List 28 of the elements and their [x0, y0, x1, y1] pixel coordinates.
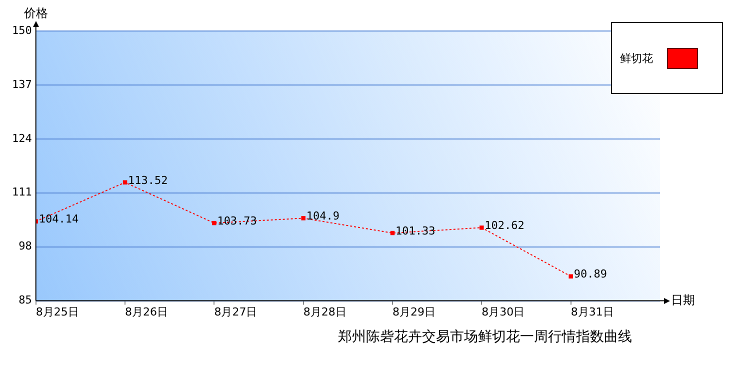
data-label: 90.89 — [574, 268, 607, 281]
y-tick-label: 137 — [12, 78, 32, 91]
legend-label: 鲜切花 — [620, 50, 653, 66]
y-tick-label: 98 — [18, 240, 32, 253]
data-label: 104.14 — [38, 212, 79, 226]
text: 郑州陈砦花卉交易市场鲜切花一周行情指数曲线 — [337, 328, 633, 346]
point — [212, 220, 216, 226]
y-axis-title: 价格 — [22, 6, 48, 20]
y-tick-label: 85 — [18, 294, 32, 307]
data-label: 113.52 — [128, 174, 168, 187]
data-label: 104.9 — [306, 210, 340, 223]
data-label: 103.73 — [217, 214, 257, 228]
x-tick-label: 8月31日 — [570, 305, 614, 318]
x-tick-label: 8月29日 — [392, 305, 436, 318]
y-tick-label: 124 — [12, 132, 32, 145]
point — [480, 226, 484, 230]
x-tick-label: 8月30日 — [482, 305, 525, 318]
y-tick-label: 150 — [12, 24, 32, 37]
x-tick-label: 8月27日 — [214, 305, 258, 318]
x-axis-title: 日期 — [671, 292, 695, 307]
data-label: 101.33 — [396, 224, 436, 238]
data-label: 102.62 — [484, 219, 524, 232]
y-tick-label: 111 — [12, 186, 32, 199]
x-tick-label: 8月28日 — [303, 305, 346, 318]
point — [301, 216, 306, 220]
point — [568, 274, 573, 278]
x-tick-label: 8月25日 — [36, 305, 79, 318]
x-tick-label: 8月26日 — [125, 305, 168, 318]
